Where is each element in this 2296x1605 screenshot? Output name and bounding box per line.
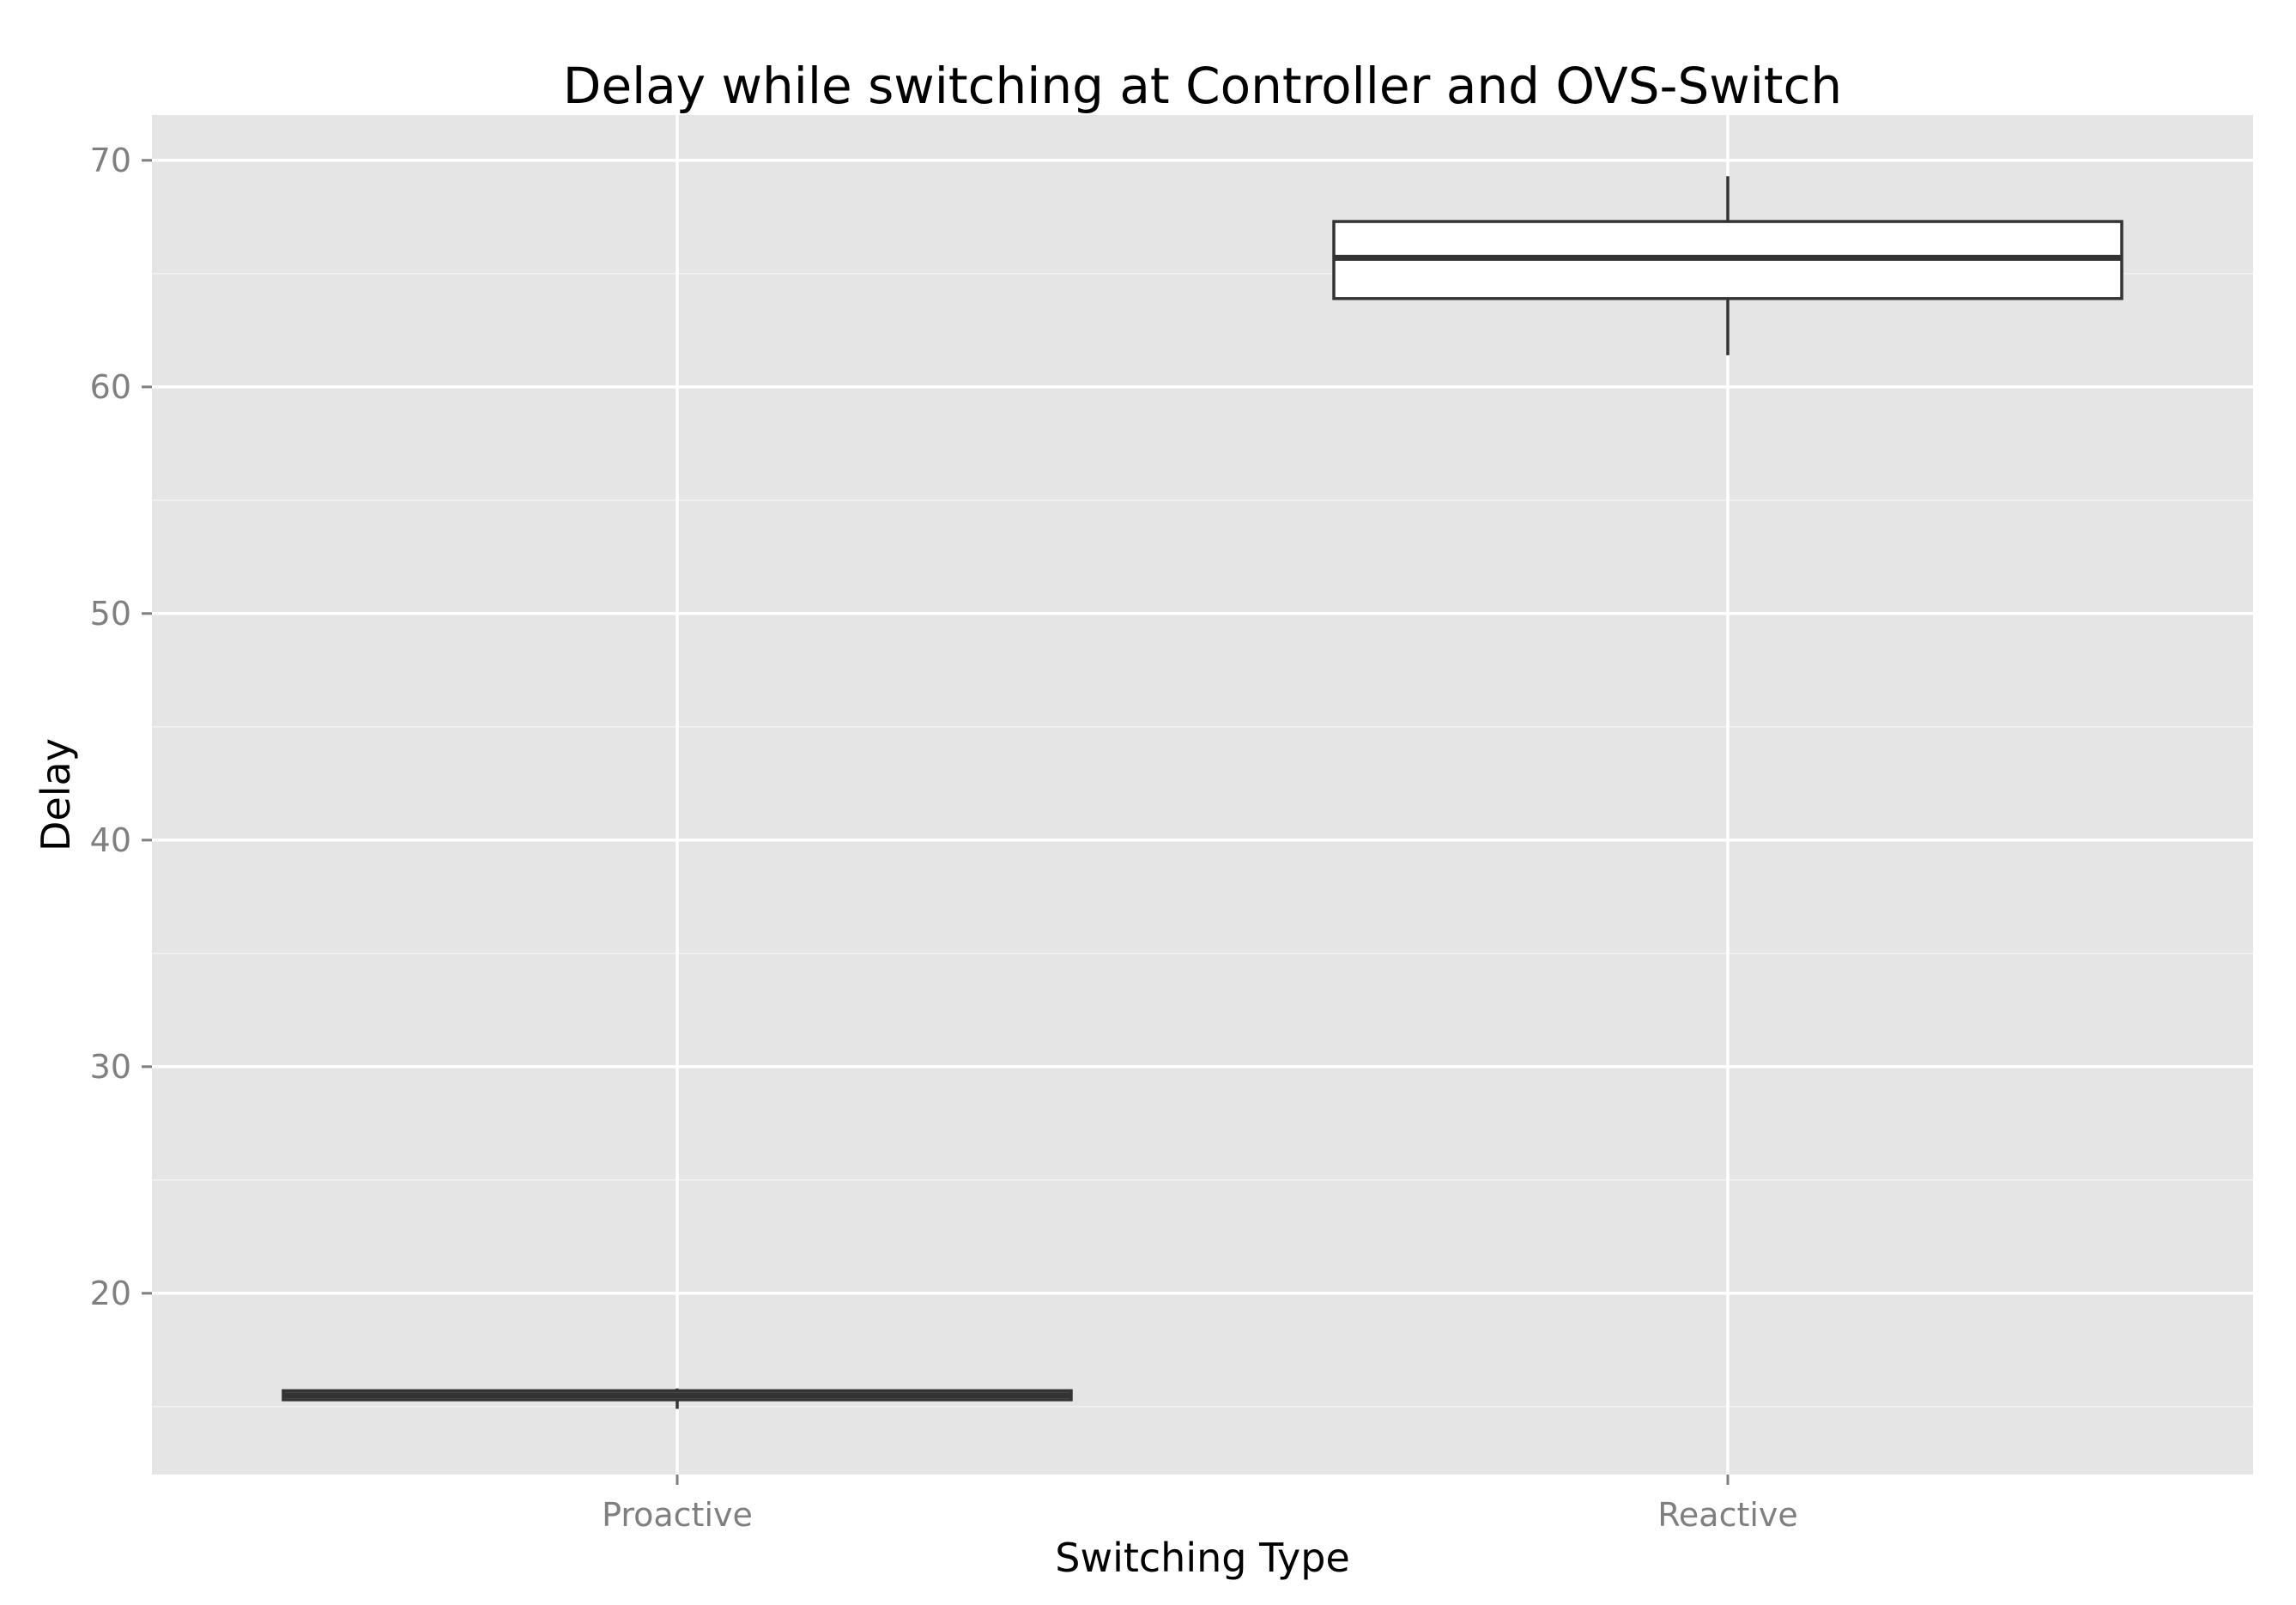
y-tick-label: 50 [90, 595, 131, 633]
y-tick-label: 70 [90, 142, 131, 179]
x-tick-label: Proactive [602, 1496, 753, 1534]
y-tick-label: 20 [90, 1275, 131, 1312]
x-tick-label: Reactive [1657, 1496, 1798, 1534]
boxes-layer [282, 176, 2123, 1409]
major-gridlines [152, 115, 2253, 1475]
y-axis-ticks: 20 30 40 50 60 70 [90, 142, 152, 1312]
x-axis-title: Switching Type [1055, 1535, 1350, 1581]
x-axis-ticks: Proactive Reactive [602, 1475, 1798, 1534]
y-tick-label: 30 [90, 1048, 131, 1086]
box-reactive [1332, 176, 2123, 355]
box-proactive [282, 1388, 1073, 1409]
y-tick-label: 40 [90, 821, 131, 859]
chart-title: Delay while switching at Controller and … [563, 57, 1842, 115]
y-axis-title: Delay [33, 738, 79, 851]
y-tick-label: 60 [90, 368, 131, 406]
plot-panel [152, 115, 2253, 1475]
